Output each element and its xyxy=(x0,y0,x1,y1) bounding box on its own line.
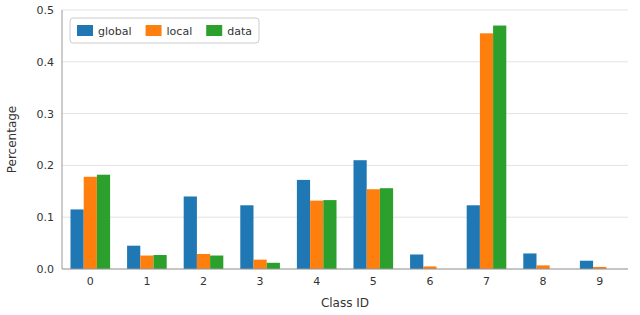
grid-line xyxy=(62,217,628,218)
y-axis: 0.0 0.1 0.2 0.3 0.4 0.5 xyxy=(37,4,629,276)
bar xyxy=(70,209,83,269)
x-tick-label: 6 xyxy=(426,275,433,288)
grid-line xyxy=(62,269,628,270)
bar xyxy=(97,175,110,269)
bar xyxy=(523,253,536,269)
bar xyxy=(210,256,223,269)
legend-label: data xyxy=(227,25,252,38)
x-tick-label: 2 xyxy=(200,275,207,288)
bar xyxy=(480,33,493,269)
x-axis: 0 1 2 3 4 5 6 7 8 9 xyxy=(87,275,603,288)
legend-swatch xyxy=(146,25,162,36)
legend-label: local xyxy=(167,25,193,38)
bar xyxy=(197,254,210,269)
bar xyxy=(367,189,380,269)
y-tick-label: 0.5 xyxy=(37,4,55,17)
bar xyxy=(84,177,97,269)
x-axis-label: Class ID xyxy=(321,296,369,310)
legend-swatch xyxy=(206,25,222,36)
y-tick-label: 0.3 xyxy=(37,108,55,121)
bar xyxy=(580,261,593,269)
y-axis-label: Percentage xyxy=(5,106,19,174)
x-tick-label: 3 xyxy=(257,275,264,288)
grid-line xyxy=(62,10,628,11)
bar xyxy=(267,263,280,269)
bar xyxy=(297,180,310,269)
bar xyxy=(323,200,336,269)
x-tick-label: 7 xyxy=(483,275,490,288)
bar xyxy=(253,260,266,269)
y-axis-line xyxy=(62,10,63,269)
y-tick-label: 0.1 xyxy=(37,211,55,224)
bar xyxy=(310,201,323,269)
x-tick-label: 9 xyxy=(596,275,603,288)
plot-area xyxy=(62,10,628,269)
grid-line xyxy=(62,165,628,166)
grid-line xyxy=(62,61,628,62)
x-tick-label: 1 xyxy=(143,275,150,288)
legend-swatch xyxy=(77,25,93,36)
bar xyxy=(184,196,197,269)
chart-container: 0.0 0.1 0.2 0.3 0.4 0.5 0 1 2 3 4 5 6 7 8 9 Class ID Perc… xyxy=(0,0,640,315)
x-tick-label: 0 xyxy=(87,275,94,288)
bar xyxy=(154,255,167,269)
bar xyxy=(140,256,153,269)
y-tick-label: 0.4 xyxy=(37,56,55,69)
y-tick-label: 0.0 xyxy=(37,263,55,276)
bar xyxy=(410,254,423,269)
chart: 0.0 0.1 0.2 0.3 0.4 0.5 0 1 2 3 4 5 6 7 8 9 Class ID Perc… xyxy=(0,0,640,315)
x-axis-line xyxy=(62,269,628,270)
bar xyxy=(240,205,253,269)
x-tick-label: 8 xyxy=(540,275,547,288)
legend-box xyxy=(70,18,259,43)
grid-line xyxy=(62,113,628,114)
bar xyxy=(353,160,366,269)
y-tick-label: 0.2 xyxy=(37,159,55,172)
bar xyxy=(493,26,506,269)
bar xyxy=(536,265,549,269)
bar xyxy=(127,246,140,269)
bar xyxy=(467,205,480,269)
x-tick-label: 5 xyxy=(370,275,377,288)
bar xyxy=(380,188,393,269)
legend: global local data xyxy=(70,18,259,43)
legend-label: global xyxy=(98,25,132,38)
bars xyxy=(70,26,606,269)
x-tick-label: 4 xyxy=(313,275,320,288)
